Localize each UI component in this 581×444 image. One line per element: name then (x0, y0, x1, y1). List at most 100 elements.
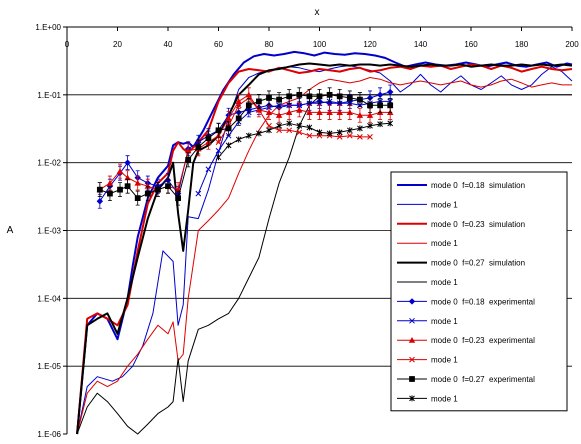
data-point (357, 125, 363, 132)
data-point (286, 120, 293, 127)
series-line (218, 122, 391, 158)
data-point (235, 102, 242, 109)
data-point (286, 109, 293, 116)
data-point (266, 122, 272, 129)
legend-label: mode 1 (431, 356, 458, 365)
data-point (215, 147, 222, 154)
legend-label: mode 0 f=0.18 experimental (431, 297, 535, 306)
data-point (346, 132, 353, 139)
x-tick-label: 80 (265, 40, 274, 49)
y-tick-label: 1.E+00 (35, 23, 61, 32)
data-point (306, 124, 313, 131)
data-point (409, 395, 415, 402)
data-point (205, 166, 212, 173)
data-point (245, 95, 252, 101)
series-5 (76, 94, 572, 435)
series-line (99, 94, 391, 191)
series-10 (96, 87, 394, 206)
y-tick-label: 1.E-02 (37, 159, 61, 168)
data-point (367, 134, 373, 140)
data-point (377, 121, 383, 128)
data-point (134, 179, 141, 186)
x-tick-label: 160 (464, 40, 478, 49)
data-point (165, 183, 171, 190)
data-point (235, 98, 242, 104)
data-point (367, 102, 373, 109)
series-11 (215, 120, 394, 161)
data-point (367, 122, 373, 129)
data-point (408, 337, 416, 343)
series-0 (76, 50, 573, 435)
data-point (366, 112, 374, 118)
data-point (377, 102, 383, 109)
series-2 (76, 63, 573, 435)
x-axis-title: x (315, 7, 320, 18)
x-tick-label: 180 (515, 40, 529, 49)
x-axis-ticks: 0 20 40 60 80 100 120 140 160 180 200 (65, 27, 579, 49)
data-point (296, 106, 303, 113)
y-tick-label: 1.E-03 (37, 227, 61, 236)
data-point (245, 132, 252, 139)
data-point (387, 102, 394, 109)
data-point (346, 109, 353, 116)
data-point (107, 190, 113, 197)
y-tick-label: 1.E-04 (37, 294, 61, 303)
series-1 (76, 65, 573, 435)
data-point (266, 127, 272, 134)
data-point (336, 134, 343, 140)
data-point (276, 122, 282, 129)
legend-label: mode 0 f=0.23 experimental (431, 336, 535, 345)
data-point (326, 109, 333, 116)
data-point (316, 109, 323, 116)
legend-label: mode 0 f=0.27 experimental (431, 375, 535, 384)
y-tick-label: 1.E-06 (37, 430, 61, 439)
data-point (326, 91, 333, 98)
data-point (124, 159, 131, 166)
y-tick-label: 1.E-01 (37, 91, 61, 100)
data-point (215, 127, 222, 134)
series-line (76, 77, 572, 435)
data-point (366, 94, 374, 102)
data-point (409, 376, 415, 382)
series-line (76, 65, 573, 435)
legend-label: mode 1 (431, 239, 458, 248)
data-point (144, 190, 151, 197)
data-point (235, 115, 242, 122)
data-point (256, 130, 262, 137)
data-point (306, 109, 313, 116)
data-point (356, 112, 364, 118)
data-point (336, 109, 343, 116)
series-line (76, 94, 572, 435)
data-point (175, 195, 181, 202)
data-point (296, 122, 303, 129)
data-point (195, 144, 202, 150)
data-point (205, 135, 212, 142)
data-point (346, 95, 353, 101)
data-point (286, 93, 293, 100)
plot-area (76, 50, 573, 435)
data-point (155, 186, 161, 193)
legend-label: mode 1 (431, 317, 458, 326)
data-point (106, 179, 114, 186)
x-tick-label: 60 (214, 40, 223, 49)
x-tick-label: 40 (164, 40, 173, 49)
data-point (409, 317, 415, 324)
data-point (256, 98, 262, 105)
data-point (185, 147, 192, 154)
data-point (276, 127, 282, 134)
legend-label: mode 0 f=0.18 simulation (431, 181, 525, 190)
data-point (225, 142, 232, 149)
data-point (235, 136, 242, 143)
y-axis-ticks: 1.E-06 1.E-05 1.E-04 1.E-03 1.E-02 1.E-01 1.E+… (35, 23, 67, 439)
data-point (195, 190, 202, 197)
data-point (245, 102, 252, 109)
data-point (326, 130, 333, 137)
data-point (185, 156, 192, 163)
x-tick-label: 200 (565, 40, 579, 49)
data-point (286, 127, 293, 134)
data-point (265, 109, 273, 116)
series-line (76, 50, 573, 435)
data-point (134, 195, 141, 202)
data-point (336, 93, 343, 100)
